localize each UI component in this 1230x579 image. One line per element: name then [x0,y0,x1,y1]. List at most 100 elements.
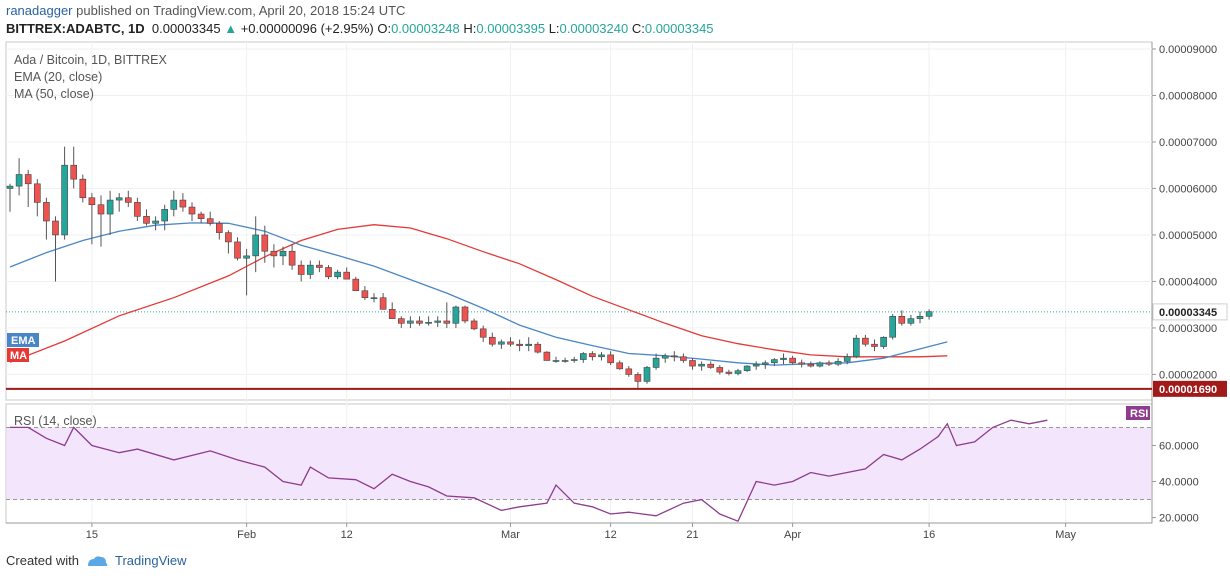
candle-up[interactable] [816,362,824,367]
candle-up[interactable] [852,337,860,358]
candle-down[interactable] [206,218,214,224]
candle-down[interactable] [634,374,642,382]
candle-down[interactable] [297,264,305,275]
candle-down[interactable] [534,343,542,353]
candle-up[interactable] [152,220,159,224]
candle-up[interactable] [6,185,14,189]
candle-up[interactable] [889,316,897,338]
candle-up[interactable] [106,199,114,215]
candle-down[interactable] [70,164,77,180]
candle-down[interactable] [397,318,405,324]
candle-down[interactable] [670,355,678,358]
candle-up[interactable] [170,199,178,210]
candle-down[interactable] [325,267,332,278]
candle-down[interactable] [52,220,59,236]
ema-legend[interactable]: EMA (20, close) [14,70,103,84]
candle-down[interactable] [807,363,815,367]
candle-down[interactable] [125,197,132,203]
candle-up[interactable] [498,341,505,345]
candle-down[interactable] [825,362,833,365]
candle-down[interactable] [862,337,869,345]
candle-down[interactable] [88,197,96,206]
candle-up[interactable] [452,306,460,324]
candle-up[interactable] [15,174,23,187]
candle-down[interactable] [680,356,687,361]
ema-20-line[interactable] [9,222,948,366]
candle-down[interactable] [379,297,387,310]
candle-down[interactable] [789,357,796,364]
candle-down[interactable] [707,363,715,368]
candle-up[interactable] [734,370,742,374]
candle-down[interactable] [589,353,596,358]
candle-down[interactable] [134,202,141,217]
ma-50-line[interactable] [9,224,948,363]
candle-down[interactable] [461,306,469,322]
candle-up[interactable] [61,164,68,236]
rsi-legend[interactable]: RSI (14, close) [14,414,97,428]
candle-up[interactable] [698,363,705,367]
candle-down[interactable] [33,183,41,203]
candle-up[interactable] [780,357,787,360]
candle-up[interactable] [834,361,842,365]
candle-up[interactable] [743,365,751,372]
candle-down[interactable] [689,360,696,367]
candle-up[interactable] [243,255,250,259]
candle-down[interactable] [343,271,351,280]
candle-up[interactable] [771,359,778,364]
candle-up[interactable] [661,355,669,359]
candle-up[interactable] [925,311,933,317]
candle-up[interactable] [252,234,259,257]
candle-up[interactable] [425,322,432,324]
candle-down[interactable] [216,223,223,233]
candle-up[interactable] [370,297,378,300]
candle-down[interactable] [316,264,323,268]
candle-down[interactable] [24,174,32,185]
candle-up[interactable] [552,360,560,362]
candle-down[interactable] [361,290,369,299]
candle-up[interactable] [916,316,924,319]
candle-down[interactable] [479,328,487,338]
candle-down[interactable] [625,368,633,375]
candle-down[interactable] [443,320,451,324]
candle-down[interactable] [616,362,624,370]
candle-up[interactable] [115,197,123,201]
candle-up[interactable] [761,362,769,365]
rsi-line[interactable] [10,419,1048,523]
candle-down[interactable] [43,202,50,222]
tradingview-link[interactable]: TradingView [114,553,187,568]
candle-up[interactable] [579,353,587,360]
candle-down[interactable] [143,216,150,224]
candle-down[interactable] [607,354,614,364]
candle-up[interactable] [434,320,442,323]
candle-down[interactable] [352,278,360,292]
candle-down[interactable] [470,320,478,330]
candle-up[interactable] [161,209,168,222]
candle-down[interactable] [225,232,232,243]
candle-down[interactable] [716,367,724,373]
candle-down[interactable] [97,204,105,215]
candle-up[interactable] [652,357,660,368]
candle-down[interactable] [898,316,906,324]
candle-down[interactable] [79,178,87,199]
candle-up[interactable] [525,343,533,346]
candle-down[interactable] [288,250,296,266]
ma-legend[interactable]: MA (50, close) [14,87,94,101]
candle-up[interactable] [306,264,314,275]
candle-down[interactable] [488,336,496,345]
candle-up[interactable] [907,318,915,324]
candle-up[interactable] [880,336,887,347]
candle-up[interactable] [561,360,569,362]
candle-down[interactable] [388,309,396,319]
author-link[interactable]: ranadagger [6,3,73,18]
candle-down[interactable] [416,320,423,324]
candle-up[interactable] [407,320,414,324]
candle-down[interactable] [507,341,514,345]
candle-up[interactable] [570,359,578,361]
candle-down[interactable] [234,241,241,259]
candle-down[interactable] [798,362,806,365]
candle-up[interactable] [334,271,341,278]
candle-up[interactable] [598,354,605,358]
candle-up[interactable] [643,367,651,382]
candle-down[interactable] [188,206,196,215]
